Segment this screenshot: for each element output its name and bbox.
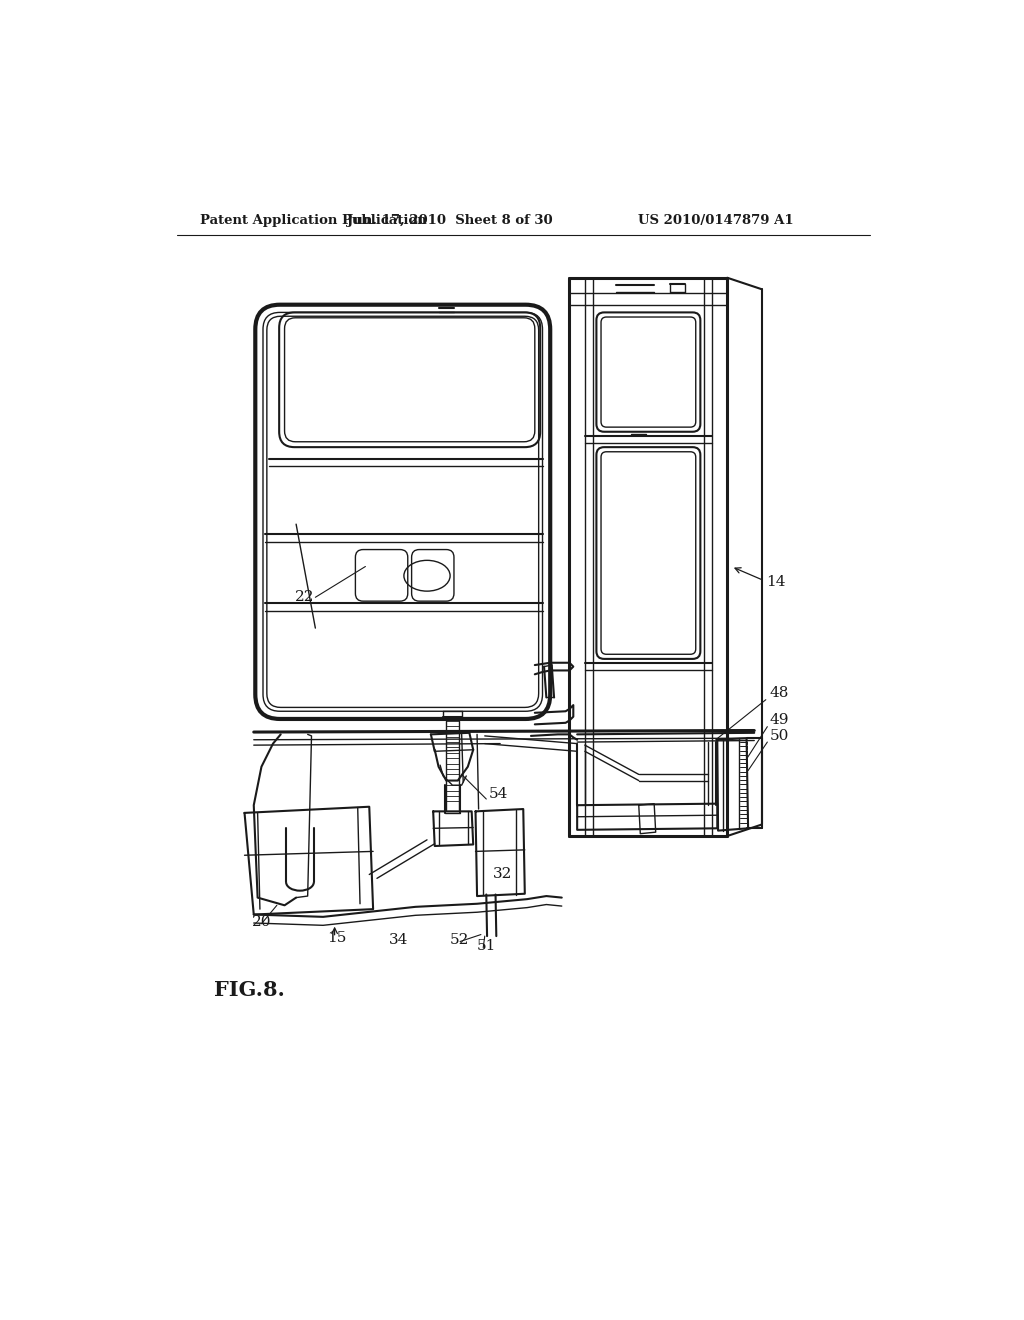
Text: 34: 34 [388,933,408,946]
Text: 22: 22 [295,590,314,605]
Text: 15: 15 [327,932,346,945]
Text: 14: 14 [766,574,785,589]
Text: 50: 50 [770,729,790,743]
Text: FIG.8.: FIG.8. [214,979,285,1001]
Text: Jun. 17, 2010  Sheet 8 of 30: Jun. 17, 2010 Sheet 8 of 30 [347,214,553,227]
Text: 48: 48 [770,686,790,701]
Text: 32: 32 [493,867,512,882]
Text: Patent Application Publication: Patent Application Publication [200,214,427,227]
Text: 20: 20 [252,915,271,929]
Text: 54: 54 [488,787,508,800]
Text: US 2010/0147879 A1: US 2010/0147879 A1 [638,214,794,227]
Text: 52: 52 [451,933,469,946]
Text: 51: 51 [477,939,497,953]
Text: 49: 49 [770,713,790,727]
